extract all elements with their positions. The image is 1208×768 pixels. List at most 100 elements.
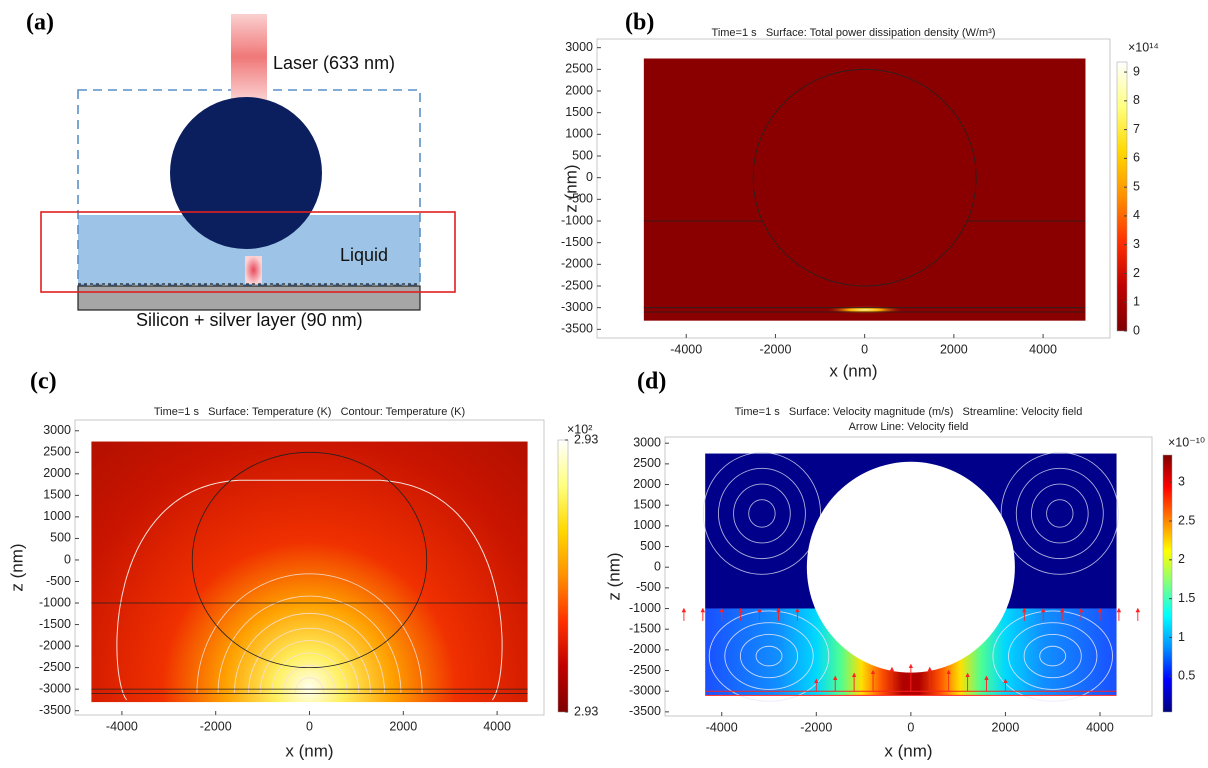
y-tick-label: 3000 bbox=[565, 40, 593, 54]
colorbar-tick-label: 0 bbox=[1133, 323, 1140, 337]
streamline bbox=[1015, 467, 1104, 560]
zoom-box bbox=[40, 211, 456, 293]
y-tick-label: -2500 bbox=[561, 278, 593, 292]
y-tick-label: 3000 bbox=[43, 423, 71, 437]
y-tick-label: -1000 bbox=[561, 213, 593, 227]
y-tick-label: -1000 bbox=[39, 595, 71, 609]
x-tick-label: 0 bbox=[306, 719, 313, 733]
y-tick-label: -2500 bbox=[629, 663, 661, 677]
y-tick-label: 0 bbox=[586, 170, 593, 184]
y-tick-label: 500 bbox=[50, 531, 71, 545]
y-axis-label: z (nm) bbox=[561, 164, 580, 212]
plot-frame bbox=[664, 436, 1153, 717]
streamline bbox=[717, 467, 806, 560]
panel-label: (b) bbox=[625, 10, 654, 36]
chart-title: Time=1 s Surface: Total power dissipatio… bbox=[712, 27, 996, 39]
y-tick-label: 2000 bbox=[43, 466, 71, 480]
streamline bbox=[748, 499, 776, 528]
colorbar-tick-label: 5 bbox=[1133, 179, 1140, 193]
panel-label: (a) bbox=[26, 10, 54, 36]
x-tick-label: -2000 bbox=[800, 720, 832, 734]
y-tick-label: 1500 bbox=[633, 497, 661, 511]
x-tick-label: 2000 bbox=[389, 719, 417, 733]
x-tick-label: 4000 bbox=[1029, 342, 1057, 356]
streamline bbox=[1030, 483, 1089, 544]
laser-spot bbox=[245, 256, 262, 284]
y-tick-label: 2500 bbox=[565, 62, 593, 76]
streamline bbox=[1000, 452, 1119, 575]
substrate-label: Silicon + silver layer (90 nm) bbox=[136, 310, 363, 330]
streamline bbox=[1008, 622, 1098, 690]
y-tick-label: -3500 bbox=[561, 322, 593, 336]
colorbar-tick-label: 2.93 bbox=[574, 704, 598, 718]
x-tick-label: 0 bbox=[907, 720, 914, 734]
laser-label: Laser (633 nm) bbox=[273, 53, 395, 73]
colorbar bbox=[1162, 454, 1173, 713]
colorbar-tick-label: 1.5 bbox=[1178, 591, 1195, 605]
y-tick-label: -3000 bbox=[561, 300, 593, 314]
x-tick-label: -2000 bbox=[200, 719, 232, 733]
x-tick-label: 4000 bbox=[1086, 720, 1114, 734]
streamline bbox=[755, 645, 783, 667]
liquid-label: Liquid bbox=[340, 245, 388, 265]
x-axis-label: x (nm) bbox=[884, 741, 932, 760]
y-tick-label: -2000 bbox=[561, 257, 593, 271]
x-tick-label: 2000 bbox=[992, 720, 1020, 734]
streamline bbox=[1039, 645, 1067, 667]
hotspot bbox=[824, 305, 905, 314]
field bbox=[643, 58, 1086, 321]
contour bbox=[116, 479, 503, 701]
colorbar-tick-label: 2.5 bbox=[1178, 513, 1195, 527]
y-tick-label: 3000 bbox=[633, 435, 661, 449]
x-tick-label: -2000 bbox=[759, 342, 791, 356]
y-tick-label: -1500 bbox=[629, 621, 661, 635]
streamline bbox=[702, 452, 822, 575]
colorbar-tick-label: 2 bbox=[1133, 266, 1140, 280]
colorbar-multiplier: ×10¹⁴ bbox=[1128, 40, 1159, 54]
x-tick-label: -4000 bbox=[670, 342, 702, 356]
colorbar-tick-label: 4 bbox=[1133, 208, 1140, 222]
contour bbox=[294, 677, 325, 693]
y-tick-label: -500 bbox=[46, 574, 71, 588]
colorbar-tick-label: 3 bbox=[1133, 237, 1140, 251]
particle bbox=[806, 461, 1015, 673]
y-tick-label: 2000 bbox=[633, 477, 661, 491]
panel-label: (c) bbox=[30, 369, 57, 395]
colorbar-tick-label: 1 bbox=[1178, 630, 1185, 644]
y-tick-label: -1000 bbox=[629, 601, 661, 615]
chart-panel: (d) Time=1 s Surface: Velocity magnitude … bbox=[604, 369, 1205, 761]
contour bbox=[248, 627, 371, 693]
y-tick-label: 1500 bbox=[43, 488, 71, 502]
colorbar-tick-label: 3 bbox=[1178, 474, 1185, 488]
chart-panel: (c) Time=1 s Surface: Temperature (K) Con… bbox=[7, 369, 598, 761]
particle-outline bbox=[752, 68, 977, 287]
x-tick-label: -4000 bbox=[706, 720, 738, 734]
substrate bbox=[77, 285, 421, 311]
colorbar-tick-label: 9 bbox=[1133, 64, 1140, 78]
x-tick-label: 2000 bbox=[940, 342, 968, 356]
contour bbox=[196, 573, 423, 693]
laser-beam bbox=[231, 14, 267, 100]
contour bbox=[217, 595, 402, 693]
panel-label: (d) bbox=[637, 369, 666, 395]
y-tick-label: -3500 bbox=[39, 703, 71, 717]
colorbar bbox=[1116, 61, 1128, 332]
colorbar-tick-label: 7 bbox=[1133, 122, 1140, 136]
colorbar-tick-label: 1 bbox=[1133, 295, 1140, 309]
y-axis-label: z (nm) bbox=[604, 552, 623, 600]
streamline bbox=[708, 610, 830, 702]
streamline bbox=[1046, 499, 1074, 528]
y-tick-label: 2500 bbox=[633, 456, 661, 470]
y-tick-label: -500 bbox=[568, 192, 593, 206]
streamline bbox=[1023, 634, 1082, 679]
particle bbox=[170, 97, 322, 249]
plot-frame bbox=[596, 38, 1111, 339]
y-tick-label: -1500 bbox=[39, 617, 71, 631]
colorbar-tick-label: 2.93 bbox=[574, 432, 598, 446]
field bbox=[91, 441, 528, 703]
colorbar-tick-label: 6 bbox=[1133, 151, 1140, 165]
chart-title: Time=1 s Surface: Velocity magnitude (m/… bbox=[735, 406, 1083, 418]
colorbar-tick-label: 8 bbox=[1133, 93, 1140, 107]
chart-title: Arrow Line: Velocity field bbox=[849, 421, 969, 433]
